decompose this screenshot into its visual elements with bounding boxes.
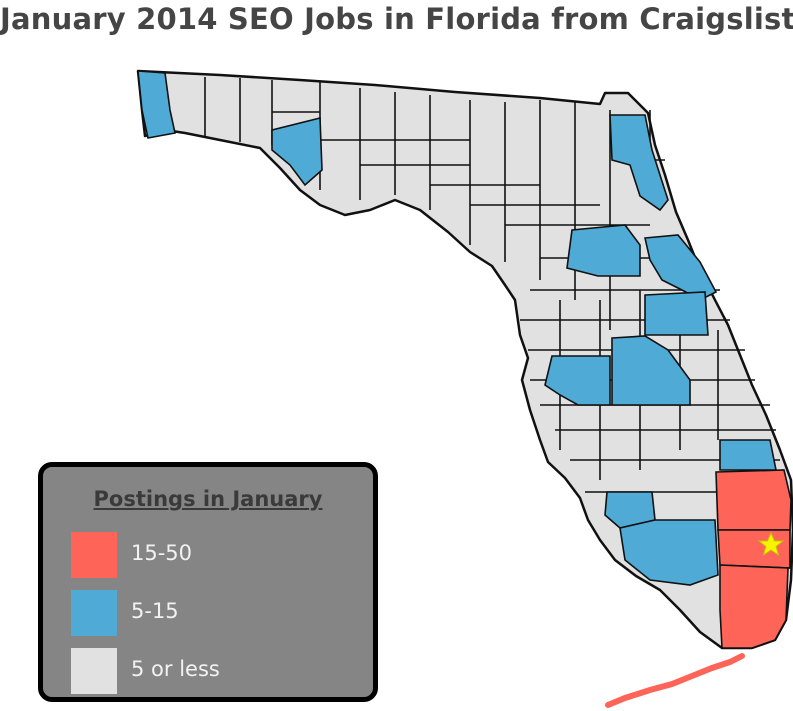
counties-high	[715, 469, 792, 649]
legend-title: Postings in January	[93, 487, 323, 511]
legend-label-mid: 5-15	[131, 599, 179, 623]
florida-keys	[605, 653, 745, 708]
legend-item-high: 15-50	[71, 532, 361, 578]
legend-label-low: 5 or less	[131, 657, 220, 681]
map-title: January 2014 SEO Jobs in Florida from Cr…	[0, 2, 793, 36]
legend-item-low: 5 or less	[71, 648, 361, 694]
legend-swatch-high	[71, 532, 117, 578]
legend-swatch-low	[71, 648, 117, 694]
legend-label-high: 15-50	[131, 541, 193, 565]
counties-mid	[137, 70, 777, 586]
legend-panel: Postings in January 15-50 5-15 5 or less	[38, 462, 378, 702]
legend-item-mid: 5-15	[71, 590, 361, 636]
legend-swatch-mid	[71, 590, 117, 636]
star-icon	[757, 531, 785, 557]
